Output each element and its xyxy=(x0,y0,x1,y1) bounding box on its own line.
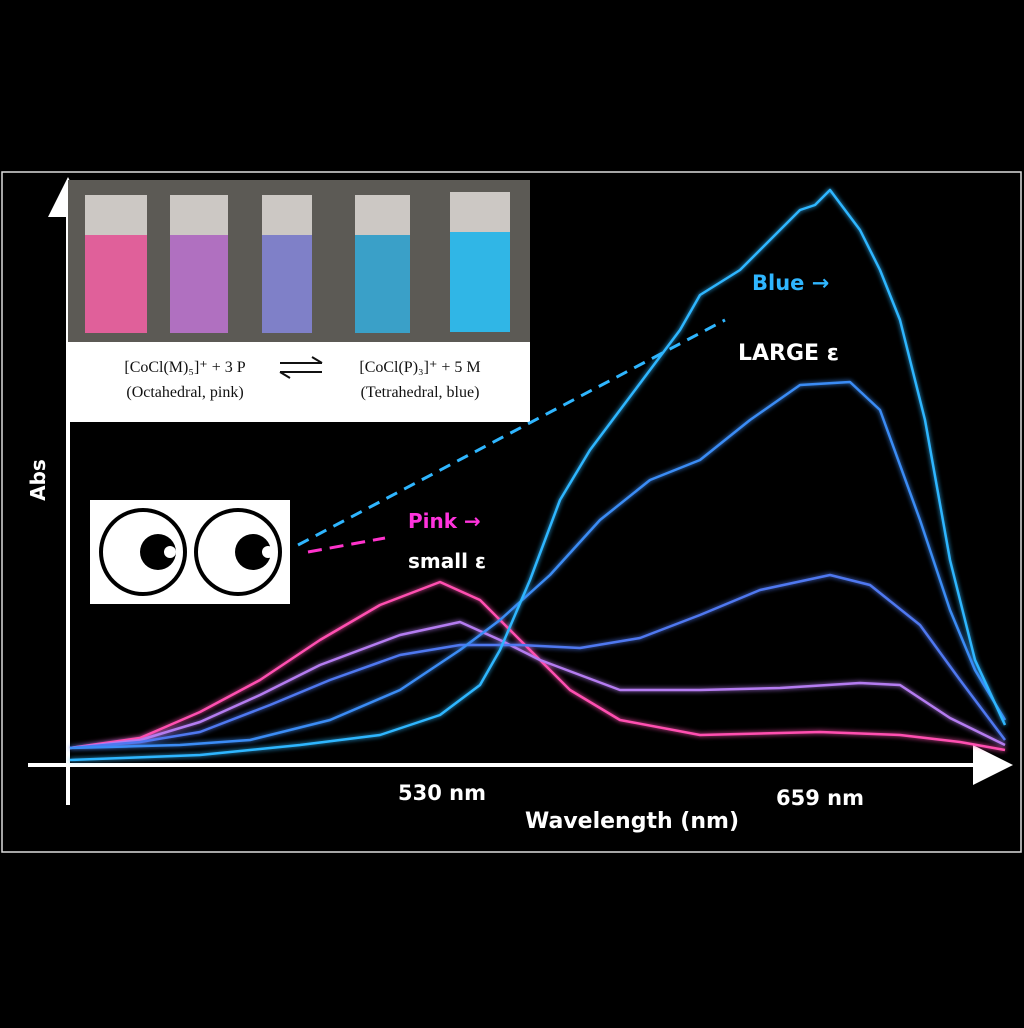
equation-left: [CoCl(M)₅]⁺ + 3 P xyxy=(124,359,245,376)
blue-sight-line xyxy=(297,318,726,547)
curve-cyan xyxy=(69,188,1007,762)
equation-right-note: (Tetrahedral, blue) xyxy=(361,384,480,401)
x-axis-label: Wavelength (nm) xyxy=(525,809,739,834)
curve-blue xyxy=(69,573,1006,750)
cuvettes xyxy=(85,192,510,333)
blue-label: Blue → xyxy=(752,271,829,295)
equilibrium-arrows xyxy=(279,356,323,379)
eyes xyxy=(99,508,282,596)
x-marker: 659 nm xyxy=(776,786,864,810)
pink-label: Pink → xyxy=(408,509,481,533)
large-epsilon: LARGE ε xyxy=(738,341,839,366)
equation-left-note: (Octahedral, pink) xyxy=(126,384,243,401)
small-epsilon: small ε xyxy=(408,549,486,573)
x-marker: 530 nm xyxy=(398,781,486,805)
frame xyxy=(1,171,1022,853)
curve-deep-blue xyxy=(69,380,1007,750)
large-epsilon-text: LARGE ε xyxy=(738,341,839,366)
equation-right: [CoCl(P)₃]⁺ + 5 M xyxy=(359,359,480,376)
y-axis-label: Abs xyxy=(26,459,50,501)
curve-purple xyxy=(69,620,1006,750)
pink-sight-line xyxy=(307,536,386,554)
